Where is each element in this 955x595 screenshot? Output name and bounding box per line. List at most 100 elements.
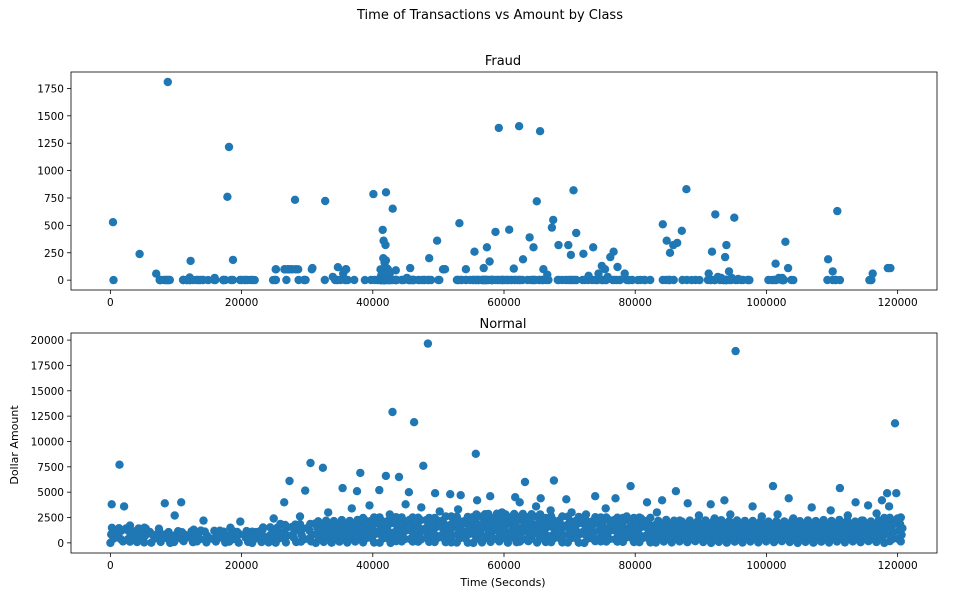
x-tick-label: 80000 <box>619 297 652 309</box>
normal-density-point <box>295 520 305 529</box>
fraud-point <box>485 257 494 266</box>
fraud-point <box>108 218 118 227</box>
fraud-point <box>250 275 259 285</box>
normal-point <box>671 487 681 496</box>
normal-point <box>140 523 149 532</box>
normal-point <box>417 503 426 512</box>
fraud-point <box>529 243 538 252</box>
fraud-point <box>778 273 787 283</box>
normal-point <box>423 339 433 348</box>
normal-point <box>404 488 414 497</box>
normal-density-point <box>397 513 406 522</box>
fraud-point <box>203 275 213 285</box>
normal-point <box>851 498 860 507</box>
x-tick-label: 40000 <box>356 297 389 309</box>
normal-panel: Normal 0 20000 40000 60000 80000 100000 120000… <box>8 317 938 589</box>
normal-point <box>811 517 820 526</box>
normal-point <box>892 489 901 498</box>
x-tick-label: 100000 <box>746 560 786 572</box>
normal-point <box>352 487 362 496</box>
normal-point <box>652 508 662 517</box>
fraud-point <box>673 238 682 248</box>
normal-density-point <box>266 523 275 532</box>
fraud-point <box>350 275 359 285</box>
normal-point <box>591 492 600 501</box>
fraud-title: Fraud <box>485 54 521 69</box>
normal-point <box>295 512 305 521</box>
normal-point <box>375 485 384 495</box>
fraud-point <box>727 273 736 283</box>
x-tick-label: 40000 <box>356 560 389 572</box>
figure-title: Time of Transactions vs Amount by Class <box>356 8 623 23</box>
normal-density-point <box>452 512 461 521</box>
fraud-point <box>461 265 471 274</box>
fraud-point <box>771 259 780 268</box>
fraud-point <box>391 266 400 275</box>
fraud-point <box>432 236 442 245</box>
fraud-y-ticks: 0 250 500 750 1000 1250 1500 1750 <box>37 83 71 287</box>
x-tick-label: 60000 <box>487 297 520 309</box>
fraud-point <box>600 265 610 274</box>
fraud-point <box>633 275 642 285</box>
normal-point <box>515 498 524 507</box>
fraud-point <box>613 262 622 272</box>
normal-point <box>226 523 235 532</box>
fraud-point <box>687 275 696 285</box>
normal-point <box>236 517 245 526</box>
fraud-point <box>554 240 563 250</box>
normal-point <box>826 506 835 515</box>
fraud-point <box>724 267 734 276</box>
normal-point <box>385 510 394 519</box>
fraud-point <box>783 263 793 273</box>
normal-point <box>835 483 845 493</box>
fraud-x-ticks: 0 20000 40000 60000 80000 100000 120000 <box>107 290 918 309</box>
normal-point <box>726 510 735 519</box>
fraud-point <box>308 263 317 273</box>
fraud-point <box>543 270 552 279</box>
fraud-point <box>415 275 425 285</box>
y-tick-label: 5000 <box>37 487 64 499</box>
normal-density-point <box>430 513 439 523</box>
normal-point <box>430 489 440 498</box>
fraud-point <box>695 275 704 285</box>
normal-point <box>877 496 887 505</box>
fraud-point <box>835 275 845 285</box>
fraud-point <box>294 265 303 274</box>
normal-point <box>773 510 782 519</box>
fraud-point <box>152 269 161 278</box>
fraud-point <box>569 186 578 195</box>
normal-point <box>356 468 365 478</box>
normal-point <box>486 492 495 501</box>
normal-point <box>471 449 480 458</box>
normal-point <box>748 502 757 511</box>
fraud-point <box>584 271 593 280</box>
y-tick-label: 750 <box>44 193 64 205</box>
fraud-point <box>135 249 144 259</box>
normal-point <box>456 491 465 500</box>
normal-point <box>285 476 294 486</box>
fraud-point <box>360 275 370 285</box>
x-tick-label: 0 <box>107 560 114 572</box>
fraud-point <box>440 265 450 274</box>
normal-point <box>338 483 347 493</box>
normal-point <box>419 461 428 470</box>
y-tick-label: 0 <box>57 275 64 287</box>
normal-point <box>683 499 692 508</box>
normal-point <box>280 498 289 507</box>
fraud-point <box>186 256 195 266</box>
fraud-point <box>224 142 234 152</box>
fraud-point <box>228 275 238 285</box>
fraud-point <box>589 243 598 252</box>
fraud-point <box>665 248 675 257</box>
y-tick-label: 1500 <box>37 111 64 123</box>
normal-point <box>301 486 310 495</box>
x-tick-label: 120000 <box>878 560 918 572</box>
fraud-point <box>564 240 573 250</box>
normal-point <box>409 418 419 427</box>
fraud-point <box>333 263 343 272</box>
y-tick-label: 20000 <box>31 335 64 347</box>
normal-point <box>789 514 798 523</box>
fraud-point <box>547 223 557 232</box>
normal-point <box>381 471 391 481</box>
fraud-point <box>535 127 545 136</box>
